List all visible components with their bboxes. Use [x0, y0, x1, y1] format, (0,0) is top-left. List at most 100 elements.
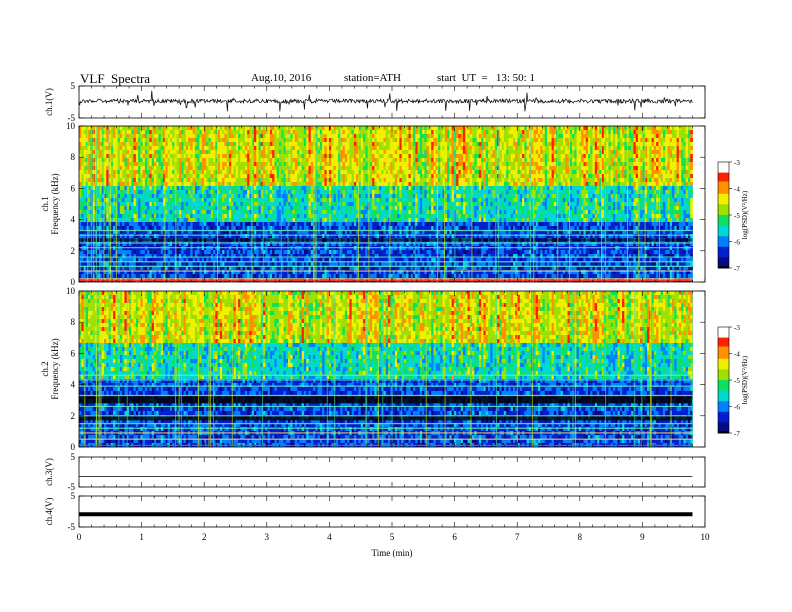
spectrogram-cell	[231, 126, 234, 130]
spectrogram-cell	[124, 186, 127, 190]
spectrogram-cell	[136, 226, 139, 230]
spectrogram-cell	[336, 174, 339, 178]
spectrogram-cell	[333, 190, 336, 194]
spectrogram-cell	[134, 226, 137, 230]
spectrogram-cell	[147, 274, 150, 278]
spectrogram-cell	[234, 154, 237, 158]
spectrogram-cell	[186, 214, 189, 218]
spectrogram-cell	[168, 134, 171, 138]
spectrogram-cell	[320, 198, 323, 202]
spectrogram-cell	[222, 166, 225, 170]
spectrogram-cell	[336, 214, 339, 218]
spectrogram-cell	[120, 158, 123, 162]
spectrogram-cell	[354, 202, 357, 206]
spectrogram-cell	[161, 142, 164, 146]
spectrogram-cell	[243, 130, 246, 134]
spectrogram-cell	[277, 162, 280, 166]
spectrogram-cell	[268, 162, 271, 166]
spectrogram-cell	[283, 146, 286, 150]
spectrogram-cell	[179, 162, 182, 166]
spectrogram-cell	[209, 174, 212, 178]
spectrogram-cell	[361, 250, 364, 254]
spectrogram-cell	[81, 194, 84, 198]
spectrogram-cell	[145, 146, 148, 150]
spectrogram-cell	[145, 206, 148, 210]
spectrogram-cell	[304, 154, 307, 158]
spectrogram-cell	[306, 126, 309, 130]
spectrogram-cell	[206, 214, 209, 218]
spectrogram-cell	[290, 166, 293, 170]
spectrogram-cell	[302, 138, 305, 142]
spectrogram-cell	[322, 214, 325, 218]
spectrogram-cell	[247, 174, 250, 178]
spectrogram-cell	[188, 182, 191, 186]
spectrogram-cell	[354, 178, 357, 182]
spectrogram-cell	[188, 142, 191, 146]
spectrogram-cell	[238, 170, 241, 174]
spectrogram-cell	[118, 206, 121, 210]
spectrogram-cell	[329, 182, 332, 186]
spectrogram-cell	[159, 158, 162, 162]
spectrogram-cell	[349, 154, 352, 158]
spectrogram-cell	[149, 186, 152, 190]
spectrogram-cell	[272, 138, 275, 142]
spectrogram-cell	[227, 142, 230, 146]
spectrogram-cell	[156, 146, 159, 150]
spectrogram-cell	[118, 198, 121, 202]
spectrogram-cell	[268, 130, 271, 134]
spectrogram-cell	[147, 146, 150, 150]
spectrogram-cell	[179, 214, 182, 218]
spectrogram-cell	[179, 194, 182, 198]
spectrogram-cell	[179, 130, 182, 134]
spectrogram-cell	[363, 146, 366, 150]
spectrogram-cell	[299, 130, 302, 134]
spectrogram-cell	[177, 226, 180, 230]
spectrogram-cell	[170, 174, 173, 178]
spectrogram-cell	[254, 218, 257, 222]
spectrogram-cell	[336, 166, 339, 170]
spectrogram-cell	[195, 162, 198, 166]
spectrogram-cell	[149, 126, 152, 130]
spectrogram-cell	[306, 150, 309, 154]
spectrogram-cell	[302, 150, 305, 154]
spectrogram-cell	[361, 150, 364, 154]
spectrogram-cell	[190, 174, 193, 178]
spectrogram-cell	[84, 174, 87, 178]
spectrogram-cell	[293, 166, 296, 170]
spectrogram-cell	[211, 134, 214, 138]
spectrogram-cell	[204, 214, 207, 218]
spectrogram-cell	[206, 222, 209, 226]
spectrogram-cell	[247, 202, 250, 206]
spectrogram-cell	[318, 150, 321, 154]
spectrogram-cell	[238, 150, 241, 154]
spectrogram-cell	[336, 178, 339, 182]
spectrogram-cell	[361, 130, 364, 134]
spectrogram-cell	[134, 274, 137, 278]
spectrogram-cell	[265, 206, 268, 210]
spectrogram-cell	[138, 174, 141, 178]
spectrogram-cell	[111, 182, 114, 186]
spectrogram-cell	[288, 222, 291, 226]
spectrogram-cell	[347, 146, 350, 150]
spectrogram-cell	[140, 154, 143, 158]
spectrogram-cell	[304, 186, 307, 190]
spectrogram-cell	[209, 206, 212, 210]
spectrogram-cell	[118, 126, 121, 130]
spectrogram-cell	[324, 214, 327, 218]
spectrogram-cell	[308, 162, 311, 166]
spectrogram-cell	[352, 214, 355, 218]
spectrogram-cell	[327, 170, 330, 174]
spectrogram-cell	[127, 194, 130, 198]
spectrogram-cell	[324, 226, 327, 230]
spectrogram-cell	[152, 178, 155, 182]
spectrogram-cell	[256, 190, 259, 194]
spectrogram-cell	[220, 178, 223, 182]
spectrogram-cell	[81, 146, 84, 150]
spectrogram-cell	[79, 214, 82, 218]
spectrogram-cell	[147, 170, 150, 174]
spectrogram-cell	[213, 198, 216, 202]
spectrogram-cell	[311, 150, 314, 154]
spectrogram-cell	[122, 250, 125, 254]
spectrogram-cell	[354, 198, 357, 202]
spectrogram-cell	[88, 250, 91, 254]
